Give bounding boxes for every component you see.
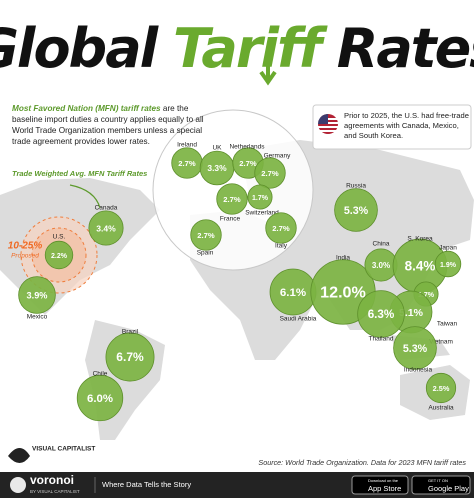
bubble [265, 212, 297, 244]
country-label: Germany [264, 153, 291, 160]
appstore-small: Download on the [368, 478, 399, 483]
bubble [434, 250, 462, 278]
bubble [247, 184, 273, 210]
value-label: 6.7% [116, 350, 144, 364]
country-label: Saudi Arabia [280, 316, 317, 323]
brand-by: BY VISUAL CAPITALIST [30, 489, 80, 494]
bubble [393, 326, 437, 370]
country-label: India [336, 255, 350, 262]
country-label: Vietnam [429, 339, 453, 346]
value-label: 3.4% [96, 223, 116, 233]
country-label: U.S. [53, 234, 66, 241]
country-label: Switzerland [245, 210, 279, 217]
legend-label: Trade Weighted Avg. MFN Tariff Rates [12, 169, 147, 178]
note-box [312, 104, 472, 150]
title-start: Global [0, 17, 160, 80]
country-label: UK [212, 145, 222, 152]
value-label: 12.0% [320, 283, 366, 301]
value-label: 5.3% [403, 343, 428, 355]
bubble [18, 276, 56, 314]
country-label: Thailand [369, 336, 394, 343]
value-label: 1.7% [418, 292, 435, 299]
brand: voronoi [30, 473, 74, 487]
annotation: 10-25% [8, 241, 43, 252]
country-label: Indonesia [404, 367, 433, 374]
country-label: Netherlands [229, 144, 265, 151]
title-end: Rates [337, 17, 474, 80]
country-label: Brazil [122, 329, 139, 336]
bubble [425, 372, 457, 404]
subtitle-rest: are the baseline import duties a country… [12, 104, 204, 146]
value-label: 3.9% [27, 290, 48, 300]
country-label: Taiwan [437, 321, 458, 328]
value-label: 2.7% [223, 195, 241, 204]
country-label: Mexico [27, 314, 48, 321]
country-label: Chile [93, 371, 108, 378]
bubbles: 2.7% Ireland 3.3% UK 2.7% Netherlands 2.7% Germ… [18, 142, 462, 422]
value-label: 1.9% [440, 262, 457, 269]
value-label: 2.7% [197, 231, 215, 240]
googleplay: Google Play [428, 484, 469, 493]
bubble [334, 188, 378, 232]
google-play-badge[interactable] [411, 475, 471, 495]
value-label: 3.0% [372, 261, 390, 270]
brand-top: VISUAL CAPITALIST [32, 446, 95, 453]
value-label: 2.7% [272, 224, 290, 233]
value-label: 5.1% [399, 307, 424, 319]
us-flag [318, 114, 338, 134]
value-label: 3.3% [207, 163, 227, 173]
tagline: Where Data Tells the Story [102, 480, 191, 489]
appstore: App Store [368, 484, 401, 493]
bubble [88, 210, 124, 246]
bubble [216, 183, 248, 215]
country-label: S. Korea [407, 236, 433, 243]
vc-logo [8, 448, 30, 463]
bubble [44, 240, 74, 270]
country-label: Russia [346, 183, 366, 190]
note: Prior to 2025, the U.S. had free-trade a… [344, 111, 469, 140]
value-label: 2.7% [178, 159, 196, 168]
app-store-badge[interactable] [351, 475, 409, 495]
value-label: 6.0% [87, 393, 113, 405]
title-highlight: Tariff [173, 17, 329, 80]
country-label: Japan [439, 245, 457, 252]
value-label: 1.7% [252, 195, 269, 202]
title: Global Tariff Rates [0, 17, 474, 80]
value-label: 5.3% [344, 205, 369, 217]
value-label: 2.7% [239, 159, 257, 168]
country-label: Australia [428, 405, 454, 412]
bubble [190, 219, 222, 251]
bubble [105, 332, 155, 382]
country-label: China [373, 241, 390, 248]
value-label: 8.4% [405, 259, 436, 274]
source: Source: World Trade Organization. Data f… [258, 458, 466, 467]
country-label: Italy [275, 243, 288, 250]
country-label: Ireland [177, 142, 197, 149]
legend-arrow [69, 184, 101, 209]
value-label: 2.5% [433, 384, 450, 393]
bubble [254, 157, 286, 189]
value-label: 6.1% [280, 287, 306, 299]
bubble [357, 290, 405, 338]
subtitle: Most Favored Nation (MFN) tariff rates a… [12, 103, 212, 147]
value-label: 2.7% [261, 169, 279, 178]
title-arrow [259, 60, 277, 86]
country-label: Canada [95, 205, 118, 212]
country-label: Spain [197, 250, 214, 257]
bubble [76, 374, 124, 422]
annotation-sub: Proposed [11, 253, 39, 260]
value-label: 2.2% [51, 253, 68, 260]
value-label: 6.3% [368, 308, 395, 321]
googleplay-small: GET IT ON [428, 478, 448, 483]
country-label: France [220, 216, 241, 223]
voronoi-logo [10, 477, 26, 493]
subtitle-lead: Most Favored Nation (MFN) tariff rates [12, 104, 161, 113]
